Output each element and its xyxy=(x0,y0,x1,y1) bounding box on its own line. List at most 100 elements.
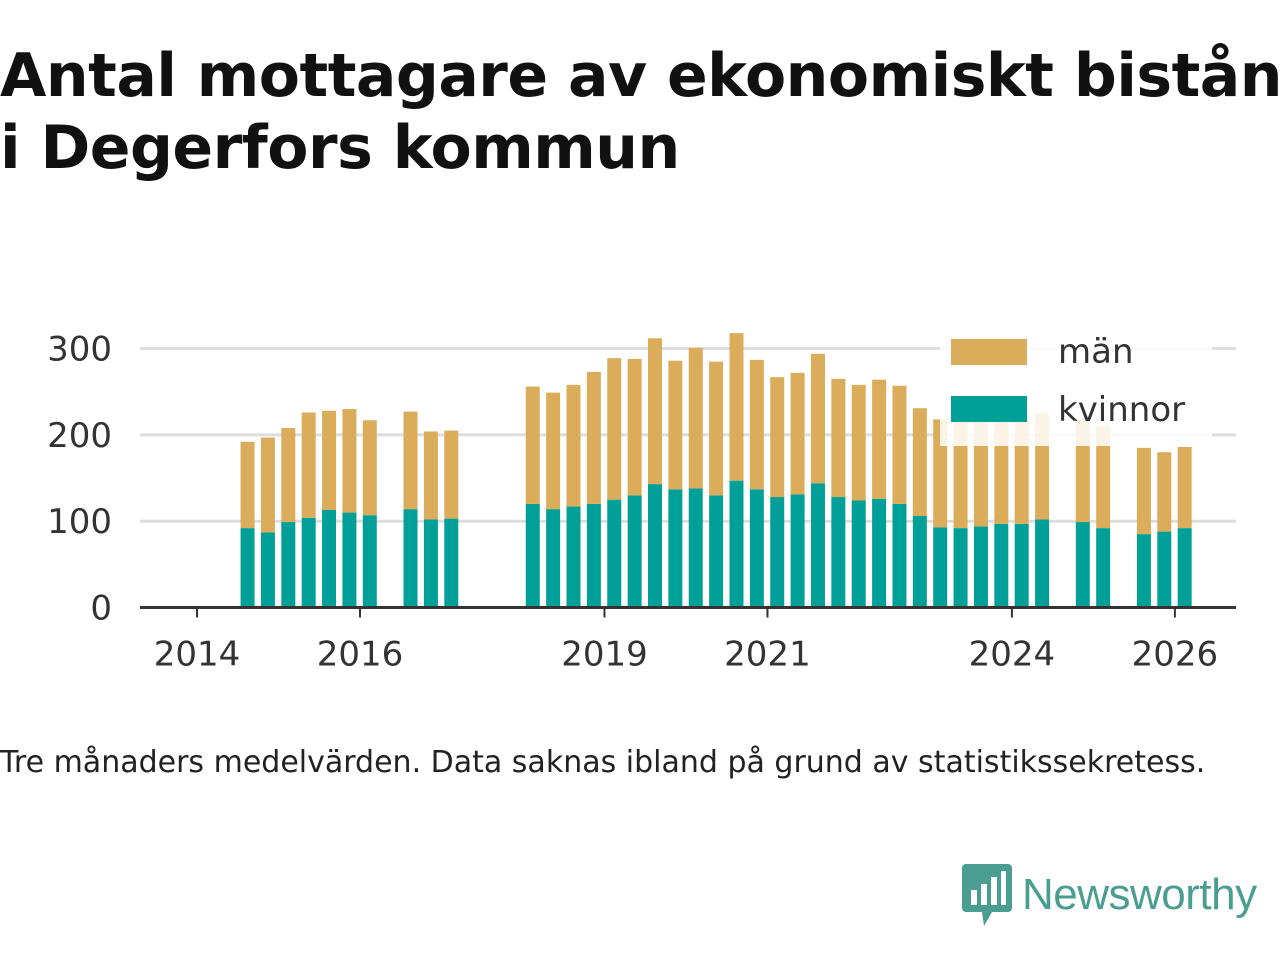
bar-kvinnor xyxy=(933,527,948,608)
bar-kvinnor xyxy=(790,494,805,608)
bar-man xyxy=(1096,426,1111,529)
bar-kvinnor xyxy=(607,499,622,608)
bar-man xyxy=(749,359,764,490)
bar-kvinnor xyxy=(749,489,764,608)
legend-swatch-men xyxy=(951,339,1027,365)
bar-kvinnor xyxy=(831,497,846,608)
y-tick-label: 300 xyxy=(47,330,112,370)
axes: 0 100 200 300 2014 2016 2019 2021 2024 2026 xyxy=(47,330,1236,675)
bar-kvinnor xyxy=(729,480,744,608)
bar-man xyxy=(831,378,846,498)
bar-man xyxy=(709,361,724,496)
bar-man xyxy=(586,371,601,504)
chart-title-line-2: i Degerfors kommun xyxy=(0,113,680,183)
bar-man xyxy=(566,384,581,507)
bar-man xyxy=(729,333,744,481)
bar-kvinnor xyxy=(566,506,581,608)
bar-kvinnor xyxy=(362,515,377,608)
bar-man xyxy=(688,347,703,489)
bar-kvinnor xyxy=(1136,534,1151,608)
y-tick-label: 0 xyxy=(90,589,112,629)
bar-man xyxy=(790,372,805,495)
x-tick-label: 2014 xyxy=(154,635,241,675)
bar-kvinnor xyxy=(1014,523,1029,608)
bar-man xyxy=(301,412,316,518)
bar-man xyxy=(260,437,275,533)
brand-name: Newsworthy xyxy=(1022,870,1257,919)
bar-man xyxy=(240,441,255,529)
bar-man xyxy=(872,379,887,499)
bar-man xyxy=(423,431,438,520)
bar-kvinnor xyxy=(281,522,296,608)
bar-man xyxy=(810,353,825,484)
bar-man xyxy=(525,386,540,504)
bar-kvinnor xyxy=(892,503,907,608)
x-tick-label: 2019 xyxy=(561,635,648,675)
bar-kvinnor xyxy=(627,495,642,608)
bar-kvinnor xyxy=(1157,531,1172,608)
bar-man xyxy=(912,408,927,517)
bar-kvinnor xyxy=(322,509,337,608)
bar-kvinnor xyxy=(525,503,540,608)
bar-man xyxy=(1136,447,1151,535)
x-tick-label: 2026 xyxy=(1132,635,1219,675)
bar-kvinnor xyxy=(688,488,703,608)
bar-kvinnor xyxy=(423,519,438,608)
bar-kvinnor xyxy=(668,489,683,608)
stacked-bar-chart: 0 100 200 300 2014 2016 2019 2021 2024 2026 män k… xyxy=(47,330,1236,675)
bar-man xyxy=(281,428,296,523)
bar-man xyxy=(851,384,866,501)
bar-kvinnor xyxy=(912,516,927,608)
bar-kvinnor xyxy=(872,498,887,608)
bar-kvinnor xyxy=(647,484,662,608)
bar-kvinnor xyxy=(973,526,988,608)
bar-kvinnor xyxy=(994,523,1009,608)
bar-man xyxy=(342,409,357,513)
brand-logo[interactable]: Newsworthy xyxy=(962,862,1257,928)
bar-man xyxy=(647,338,662,485)
chart-title-line-1: Antal mottagare av ekonomiskt bistånd xyxy=(0,41,1280,111)
bar-kvinnor xyxy=(240,528,255,608)
bar-kvinnor xyxy=(260,532,275,608)
y-tick-label: 200 xyxy=(47,416,112,456)
x-tick-label: 2021 xyxy=(724,635,811,675)
bar-man xyxy=(892,385,907,504)
bar-kvinnor xyxy=(586,503,601,608)
legend-label-women: kvinnor xyxy=(1058,390,1185,430)
bar-man xyxy=(444,430,459,519)
bar-man xyxy=(403,411,418,510)
y-tick-label: 100 xyxy=(47,502,112,542)
bar-man xyxy=(607,358,622,500)
newsworthy-logo-icon xyxy=(962,864,1012,926)
bar-man xyxy=(770,377,785,498)
bar-man xyxy=(1157,452,1172,532)
bar-kvinnor xyxy=(810,483,825,608)
bar-kvinnor xyxy=(546,509,561,608)
bar-kvinnor xyxy=(953,528,968,608)
x-tick-label: 2024 xyxy=(969,635,1056,675)
bar-kvinnor xyxy=(403,509,418,608)
legend-label-men: män xyxy=(1058,332,1134,372)
bar-man xyxy=(546,392,561,510)
bar-man xyxy=(1177,447,1192,529)
bar-kvinnor xyxy=(444,518,459,608)
legend-swatch-women xyxy=(951,396,1027,422)
bar-man xyxy=(362,420,377,516)
bar-kvinnor xyxy=(851,500,866,608)
bar-man xyxy=(668,360,683,490)
legend: män kvinnor xyxy=(940,332,1212,446)
bar-man xyxy=(322,410,337,510)
bar-kvinnor xyxy=(709,495,724,608)
bar-kvinnor xyxy=(1075,522,1090,608)
bar-kvinnor xyxy=(1096,528,1111,608)
x-tick-label: 2016 xyxy=(317,635,404,675)
chart-title: Antal mottagare av ekonomiskt bistånd i … xyxy=(0,40,1280,184)
bar-kvinnor xyxy=(301,517,316,608)
bar-man xyxy=(953,421,968,529)
bar-kvinnor xyxy=(1035,519,1050,608)
bar-man xyxy=(627,358,642,496)
bar-kvinnor xyxy=(770,497,785,608)
bar-kvinnor xyxy=(342,512,357,608)
footnote: Tre månaders medelvärden. Data saknas ib… xyxy=(0,745,1206,780)
bar-kvinnor xyxy=(1177,528,1192,608)
